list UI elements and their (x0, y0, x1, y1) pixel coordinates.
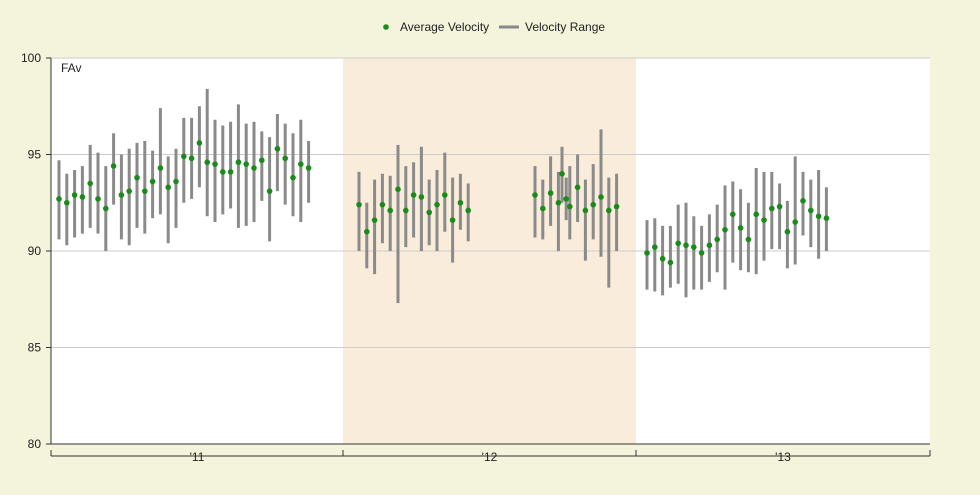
avg-point (403, 207, 409, 214)
avg-point (71, 192, 78, 198)
avg-point (815, 213, 822, 220)
avg-point (667, 259, 674, 266)
avg-point (379, 201, 386, 208)
avg-point (567, 203, 573, 210)
avg-point (243, 161, 249, 167)
legend-range-label: Velocity Range (525, 20, 605, 34)
avg-point (769, 205, 775, 212)
avg-point (142, 188, 148, 194)
avg-point (532, 192, 538, 198)
y-tick-label-90: 90 (28, 244, 42, 258)
avg-point (173, 178, 179, 185)
avg-point (87, 180, 93, 187)
avg-point (410, 192, 417, 198)
avg-point (204, 159, 210, 166)
avg-point (212, 161, 218, 167)
avg-point (95, 196, 101, 202)
y-tick-label-95: 95 (28, 148, 42, 162)
avg-point (364, 228, 370, 235)
avg-point (800, 198, 806, 204)
avg-point (395, 186, 401, 193)
avg-point (730, 211, 736, 218)
avg-point (691, 244, 697, 250)
legend-avg-label: Average Velocity (400, 20, 489, 34)
panel-label: FAv (61, 61, 81, 75)
avg-point (722, 226, 728, 233)
avg-point (823, 215, 830, 221)
avg-point (259, 157, 265, 164)
avg-point (714, 236, 720, 243)
avg-point (110, 163, 117, 169)
y-tick-label-80: 80 (28, 437, 42, 451)
avg-point (103, 205, 109, 212)
avg-point (652, 244, 658, 250)
avg-point (149, 178, 156, 185)
avg-point (426, 209, 433, 216)
avg-point (745, 236, 752, 243)
avg-point (371, 217, 378, 223)
avg-point (134, 174, 140, 181)
avg-point (792, 219, 798, 225)
avg-point (220, 169, 226, 175)
avg-point (761, 217, 767, 223)
season-label-0: '11 (190, 450, 205, 464)
avg-point (683, 242, 689, 249)
avg-point (118, 192, 125, 198)
avg-point (540, 205, 546, 212)
avg-point (126, 188, 132, 194)
avg-point (706, 242, 713, 249)
avg-point (266, 188, 273, 194)
avg-point (157, 165, 164, 171)
avg-point (457, 199, 464, 206)
avg-point (613, 203, 620, 210)
avg-point (387, 207, 394, 214)
avg-point (56, 196, 62, 202)
avg-point (808, 207, 814, 214)
avg-point (590, 201, 596, 208)
avg-point (582, 207, 589, 214)
avg-point (784, 228, 791, 235)
avg-point (165, 184, 171, 191)
avg-point (644, 250, 650, 256)
avg-point (418, 194, 425, 200)
avg-point (675, 240, 681, 247)
avg-point (79, 194, 86, 200)
avg-point (251, 165, 257, 171)
avg-point (574, 184, 581, 191)
avg-point (547, 190, 554, 196)
avg-point (737, 225, 744, 231)
season-label-2: '13 (775, 450, 791, 464)
avg-point (235, 159, 242, 166)
y-tick-label-100: 100 (21, 51, 41, 65)
avg-point (434, 201, 440, 208)
avg-point (274, 145, 281, 152)
avg-point (196, 140, 203, 146)
avg-point (563, 196, 569, 202)
avg-point (356, 201, 362, 208)
avg-point (753, 211, 759, 218)
avg-point (64, 199, 70, 206)
avg-point (305, 165, 312, 171)
season-label-1: '12 (482, 450, 498, 464)
avg-point (282, 155, 289, 162)
avg-point (181, 153, 187, 160)
avg-point (465, 207, 472, 214)
avg-point (559, 171, 565, 177)
y-tick-label-85: 85 (28, 341, 42, 355)
avg-point (555, 199, 562, 206)
avg-point (598, 194, 604, 200)
avg-point (659, 255, 666, 262)
avg-point (290, 174, 296, 181)
avg-point (188, 155, 195, 162)
legend-avg-marker (383, 24, 389, 30)
avg-point (298, 161, 304, 167)
avg-point (606, 207, 612, 214)
avg-point (698, 250, 705, 256)
avg-point (442, 192, 448, 198)
avg-point (449, 217, 456, 223)
avg-point (776, 203, 783, 210)
avg-point (227, 169, 234, 175)
